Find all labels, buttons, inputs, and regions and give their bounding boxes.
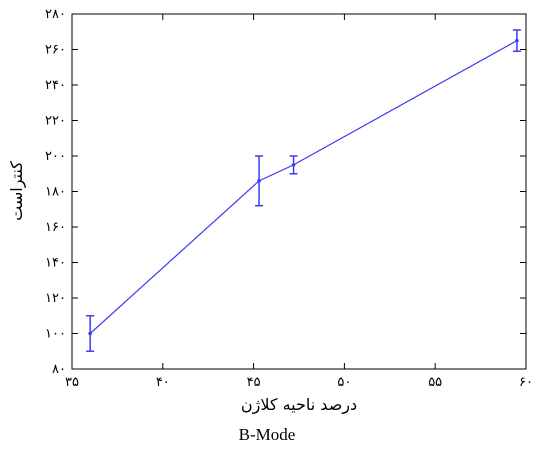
axis-ticks <box>71 13 527 370</box>
y-tick-label: ۲۴۰ <box>45 78 66 93</box>
plot-frame <box>71 13 527 370</box>
chart: ۳۵ ۴۰ ۴۵ ۵۰ ۵۵ ۶۰ ۸۰ ۱۰۰ ۱۲۰ ۱۴۰ ۱۶۰ ۱۸۰ ۲۰۰ ۲۲۰ ۲۴۰ ۲… <box>7 7 533 415</box>
x-tick-label: ۵۰ <box>337 375 351 390</box>
x-tick-label: ۵۵ <box>428 375 442 390</box>
x-axis-title: درصد ناحیه کلاژن <box>241 395 357 415</box>
y-tick-label: ۲۰۰ <box>45 149 66 164</box>
chart-caption: B-Mode <box>238 425 296 444</box>
y-tick-label: ۲۲۰ <box>45 114 66 129</box>
y-tick-label: ۱۶۰ <box>45 220 66 235</box>
y-tick-label: ۸۰ <box>52 362 66 377</box>
series-line <box>89 40 518 334</box>
data-point <box>291 163 296 167</box>
y-axis-title: کنتراست <box>7 161 27 221</box>
x-tick-labels: ۳۵ ۴۰ ۴۵ ۵۰ ۵۵ ۶۰ <box>65 375 533 390</box>
data-point <box>515 38 519 43</box>
y-tick-label: ۲۶۰ <box>45 43 66 58</box>
y-tick-label: ۱۸۰ <box>45 185 66 200</box>
y-tick-label: ۱۰۰ <box>45 327 66 342</box>
y-tick-label: ۱۲۰ <box>45 291 66 306</box>
y-tick-labels: ۸۰ ۱۰۰ ۱۲۰ ۱۴۰ ۱۶۰ ۱۸۰ ۲۰۰ ۲۲۰ ۲۴۰ ۲۶۰ ۲۸۰ <box>45 7 66 377</box>
x-tick-label: ۳۵ <box>65 375 79 390</box>
data-point <box>257 179 261 183</box>
x-tick-label: ۴۵ <box>247 375 261 390</box>
x-tick-label: ۶۰ <box>519 375 533 390</box>
y-tick-label: ۱۴۰ <box>45 256 66 271</box>
x-tick-label: ۴۰ <box>156 375 170 390</box>
series-layer <box>86 29 521 352</box>
y-tick-label: ۲۸۰ <box>45 7 66 22</box>
data-point <box>88 331 92 336</box>
